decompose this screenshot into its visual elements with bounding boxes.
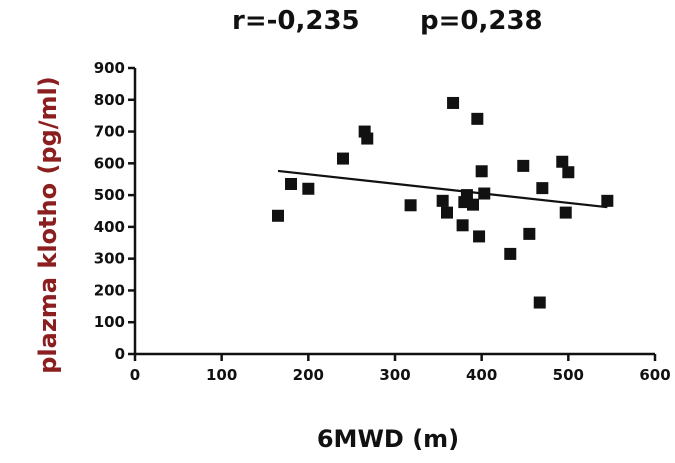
correlation-p-text: p=0,238 xyxy=(420,6,543,36)
x-tick-label: 0 xyxy=(130,366,140,384)
y-axis-label: plazma klotho (pg/ml) xyxy=(34,76,62,374)
data-point xyxy=(504,247,517,260)
data-point xyxy=(471,112,484,125)
data-point xyxy=(536,182,549,195)
x-tick-label: 200 xyxy=(293,366,324,384)
y-tick-label: 0 xyxy=(115,345,125,363)
data-point xyxy=(523,227,536,240)
data-point xyxy=(460,189,473,202)
x-axis-label: 6MWD (m) xyxy=(316,425,460,453)
y-tick-label: 300 xyxy=(94,250,125,268)
trendline xyxy=(277,169,608,209)
data-point xyxy=(285,177,297,190)
data-point xyxy=(436,194,449,207)
data-point xyxy=(533,296,546,309)
y-tick-label: 800 xyxy=(94,91,125,109)
x-tick-label: 400 xyxy=(466,366,497,384)
data-point xyxy=(556,155,569,168)
data-point xyxy=(517,159,530,172)
data-point xyxy=(478,187,491,200)
y-tick-label: 200 xyxy=(94,281,125,299)
data-point xyxy=(467,198,479,211)
data-point xyxy=(473,230,486,243)
data-point xyxy=(361,132,374,145)
x-tick-label: 300 xyxy=(379,366,410,384)
data-point xyxy=(447,96,460,109)
x-tick-label: 500 xyxy=(553,366,584,384)
data-point xyxy=(562,166,575,179)
data-point xyxy=(456,219,469,232)
data-point xyxy=(601,194,614,207)
data-point xyxy=(404,199,417,212)
axes: 0 100 200 300 400 500 600 700 800 900 0 100 200 300 40… xyxy=(94,59,671,384)
y-tick-label: 900 xyxy=(94,59,125,77)
y-tick-label: 500 xyxy=(94,186,125,204)
data-point xyxy=(302,182,315,195)
y-tick-label: 400 xyxy=(94,218,125,236)
data-point xyxy=(337,152,349,165)
data-points xyxy=(272,96,614,309)
data-point xyxy=(272,209,284,222)
trendline-group xyxy=(277,169,608,209)
x-tick-label: 600 xyxy=(639,366,670,384)
x-tick-label: 100 xyxy=(206,366,237,384)
data-point xyxy=(475,165,488,178)
data-point xyxy=(559,206,572,219)
correlation-r-text: r=-0,235 xyxy=(232,6,360,36)
y-tick-label: 700 xyxy=(94,123,125,141)
y-tick-label: 600 xyxy=(94,154,125,172)
y-tick-label: 100 xyxy=(94,313,125,331)
data-point xyxy=(441,206,453,219)
